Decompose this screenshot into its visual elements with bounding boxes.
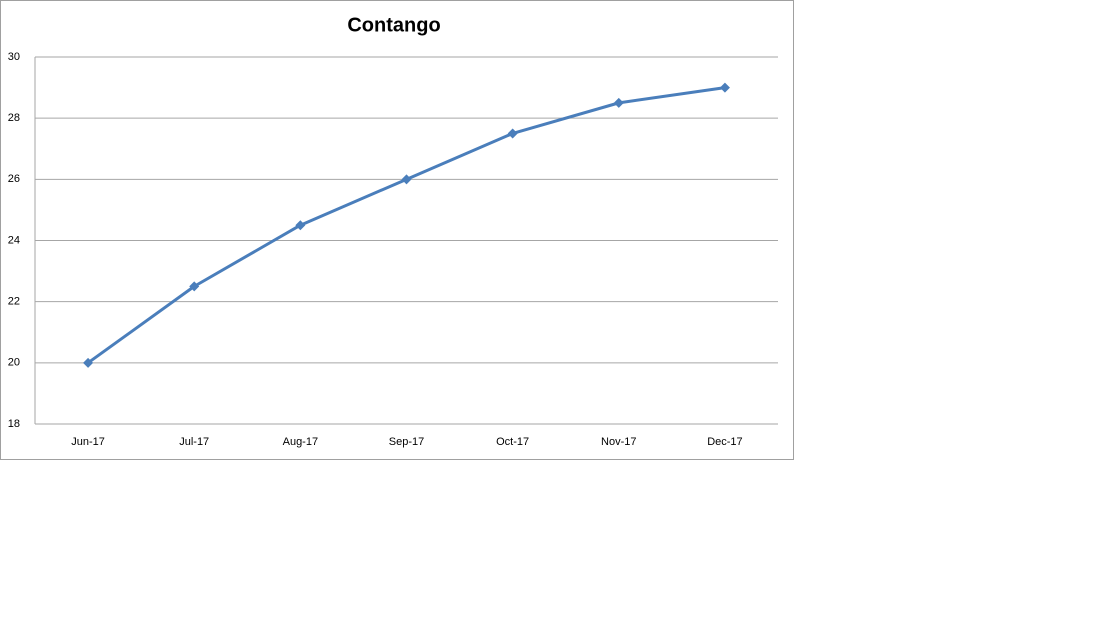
marker	[83, 357, 94, 368]
y-tick-label: 28	[8, 112, 20, 124]
y-tick-label: 24	[8, 234, 20, 246]
x-tick-label: Jul-17	[179, 436, 209, 448]
marker	[613, 97, 624, 108]
marker	[401, 174, 412, 185]
x-tick-label: Aug-17	[283, 436, 318, 448]
marker	[719, 82, 730, 93]
y-tick-label: 22	[8, 296, 20, 308]
y-tick-label: 26	[8, 173, 20, 185]
x-tick-label: Sep-17	[389, 436, 424, 448]
y-tick-label: 20	[8, 357, 20, 369]
x-tick-label: Dec-17	[707, 436, 742, 448]
x-tick-label: Nov-17	[601, 436, 636, 448]
y-tick-label: 18	[8, 418, 20, 430]
marker	[295, 220, 306, 231]
chart-frame	[0, 0, 794, 460]
marker	[507, 128, 518, 139]
marker	[189, 281, 200, 292]
x-tick-label: Jun-17	[71, 436, 105, 448]
y-tick-label: 30	[8, 51, 20, 63]
chart-title: Contango	[347, 14, 440, 36]
x-tick-label: Oct-17	[496, 436, 529, 448]
